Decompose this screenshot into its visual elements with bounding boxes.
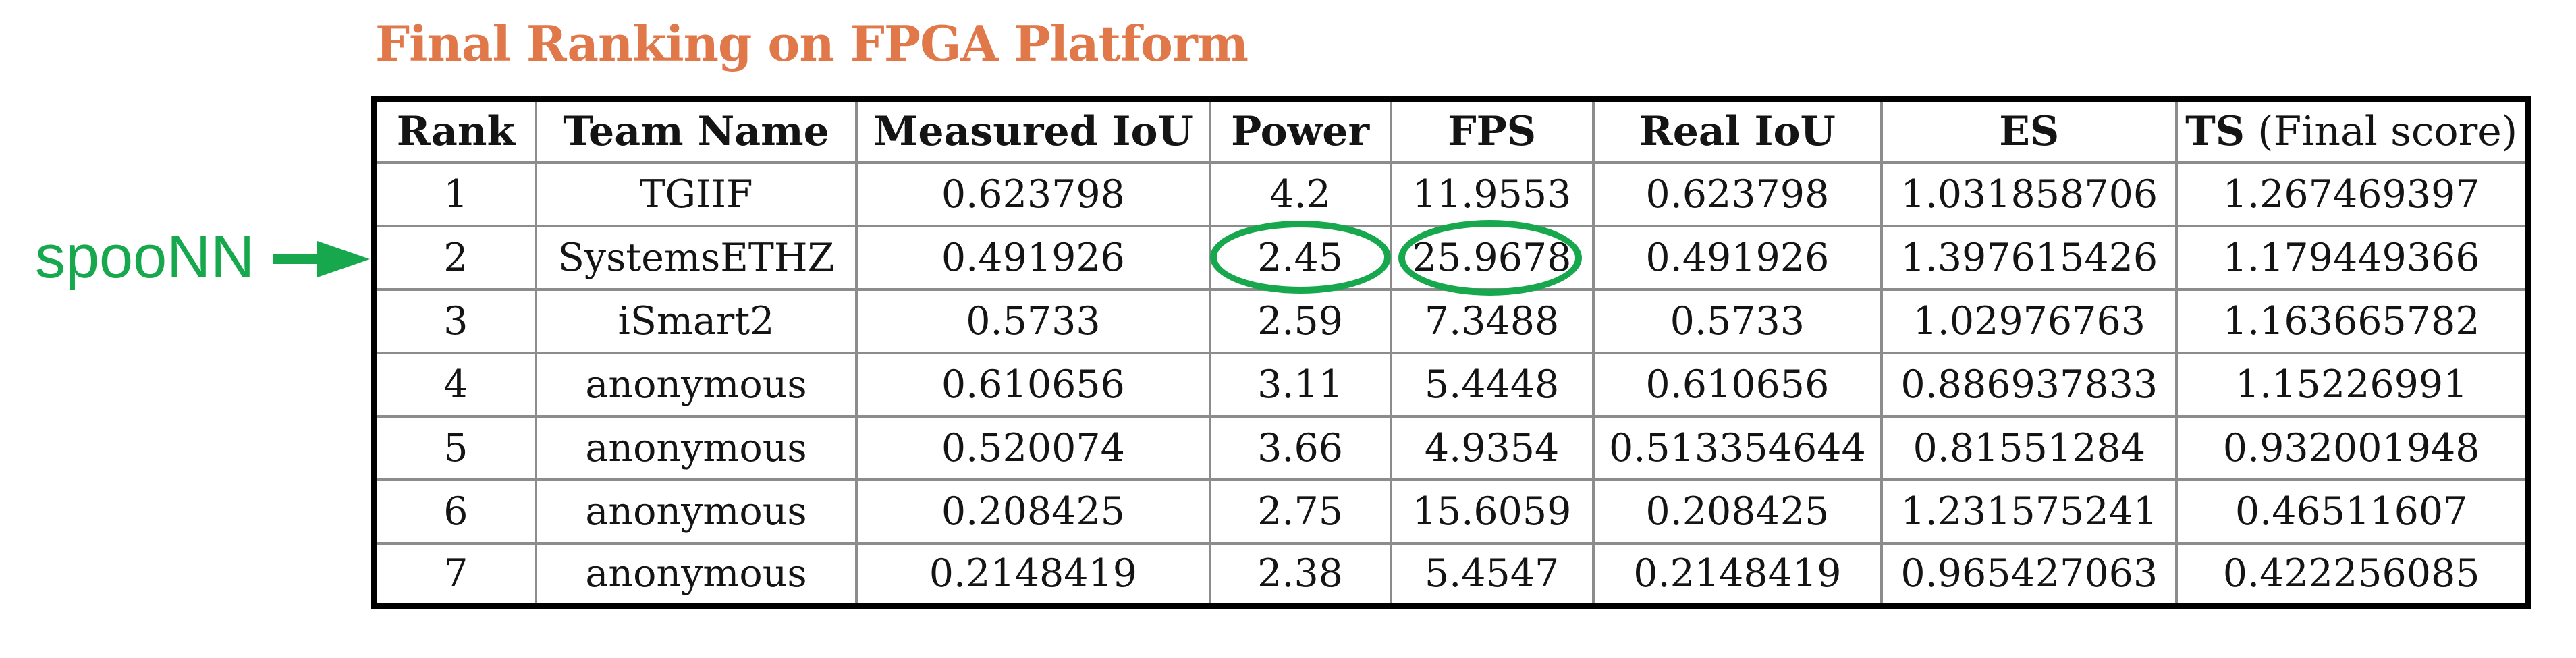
- cell-rank: 1: [373, 161, 537, 227]
- cell-fps: 7.3488: [1389, 287, 1595, 354]
- cell-ts: 0.46511607: [2175, 478, 2529, 545]
- cell-fps: 15.6059: [1389, 478, 1595, 545]
- ts-abbrev: TS: [2185, 107, 2245, 155]
- cell-measured-iou: 0.610656: [855, 351, 1211, 418]
- ranking-table: Rank Team Name Measured IoU Power FPS Re…: [371, 96, 2531, 609]
- cell-real-iou: 0.623798: [1591, 161, 1884, 227]
- table-row: 4 anonymous 0.610656 3.11 5.4448 0.61065…: [373, 351, 2529, 418]
- cell-power: 3.11: [1208, 351, 1392, 418]
- table-row: 2 SystemsETHZ 0.491926 2.45 25.9678 0.49…: [373, 224, 2529, 291]
- col-header-real-iou: Real IoU: [1591, 97, 1884, 164]
- cell-team-name: iSmart2: [534, 287, 858, 354]
- cell-team-name: TGIIF: [534, 161, 858, 227]
- cell-measured-iou: 0.491926: [855, 224, 1211, 291]
- col-header-rank: Rank: [373, 97, 537, 164]
- cell-team-name: anonymous: [534, 351, 858, 418]
- cell-real-iou: 0.2148419: [1591, 541, 1884, 608]
- cell-ts: 0.422256085: [2175, 541, 2529, 608]
- col-header-es: ES: [1880, 97, 2178, 164]
- cell-rank: 3: [373, 287, 537, 354]
- cell-fps: 5.4547: [1389, 541, 1595, 608]
- cell-es: 1.02976763: [1880, 287, 2178, 354]
- right-arrow-icon: [273, 241, 370, 277]
- cell-fps: 11.9553: [1389, 161, 1595, 227]
- cell-ts: 1.163665782: [2175, 287, 2529, 354]
- col-header-fps: FPS: [1389, 97, 1595, 164]
- cell-measured-iou: 0.520074: [855, 414, 1211, 481]
- cell-es: 1.031858706: [1880, 161, 2178, 227]
- cell-es: 1.397615426: [1880, 224, 2178, 291]
- table-row: 1 TGIIF 0.623798 4.2 11.9553 0.623798 1.…: [373, 161, 2529, 227]
- cell-power: 2.38: [1208, 541, 1392, 608]
- cell-ts: 0.932001948: [2175, 414, 2529, 481]
- cell-power: 4.2: [1208, 161, 1392, 227]
- ts-suffix: (Final score): [2245, 107, 2518, 155]
- table-row: 5 anonymous 0.520074 3.66 4.9354 0.51335…: [373, 414, 2529, 481]
- cell-fps: 25.9678: [1389, 224, 1595, 291]
- cell-power: 2.59: [1208, 287, 1392, 354]
- cell-es: 0.965427063: [1880, 541, 2178, 608]
- table-row: 7 anonymous 0.2148419 2.38 5.4547 0.2148…: [373, 541, 2529, 608]
- col-header-measured-iou: Measured IoU: [855, 97, 1211, 164]
- cell-rank: 6: [373, 478, 537, 545]
- annotation-label: spooNN: [35, 223, 255, 291]
- cell-ts: 1.267469397: [2175, 161, 2529, 227]
- cell-measured-iou: 0.5733: [855, 287, 1211, 354]
- table-row: 3 iSmart2 0.5733 2.59 7.3488 0.5733 1.02…: [373, 287, 2529, 354]
- cell-measured-iou: 0.623798: [855, 161, 1211, 227]
- col-header-power: Power: [1208, 97, 1392, 164]
- cell-real-iou: 0.208425: [1591, 478, 1884, 545]
- cell-es: 0.81551284: [1880, 414, 2178, 481]
- page-title: Final Ranking on FPGA Platform: [375, 15, 1249, 72]
- cell-rank: 5: [373, 414, 537, 481]
- cell-team-name: anonymous: [534, 414, 858, 481]
- table-row: 6 anonymous 0.208425 2.75 15.6059 0.2084…: [373, 478, 2529, 545]
- header-row: Rank Team Name Measured IoU Power FPS Re…: [373, 97, 2529, 164]
- cell-es: 1.231575241: [1880, 478, 2178, 545]
- cell-real-iou: 0.5733: [1591, 287, 1884, 354]
- cell-fps: 4.9354: [1389, 414, 1595, 481]
- cell-rank: 2: [373, 224, 537, 291]
- col-header-ts: TS (Final score): [2175, 97, 2529, 164]
- cell-ts: 1.15226991: [2175, 351, 2529, 418]
- cell-power: 2.45: [1208, 224, 1392, 291]
- cell-measured-iou: 0.2148419: [855, 541, 1211, 608]
- cell-real-iou: 0.491926: [1591, 224, 1884, 291]
- col-header-team-name: Team Name: [534, 97, 858, 164]
- cell-real-iou: 0.610656: [1591, 351, 1884, 418]
- cell-rank: 7: [373, 541, 537, 608]
- cell-power: 2.75: [1208, 478, 1392, 545]
- cell-fps: 5.4448: [1389, 351, 1595, 418]
- cell-rank: 4: [373, 351, 537, 418]
- cell-power: 3.66: [1208, 414, 1392, 481]
- cell-team-name: SystemsETHZ: [534, 224, 858, 291]
- cell-es: 0.886937833: [1880, 351, 2178, 418]
- cell-measured-iou: 0.208425: [855, 478, 1211, 545]
- cell-ts: 1.179449366: [2175, 224, 2529, 291]
- cell-team-name: anonymous: [534, 478, 858, 545]
- cell-team-name: anonymous: [534, 541, 858, 608]
- cell-real-iou: 0.513354644: [1591, 414, 1884, 481]
